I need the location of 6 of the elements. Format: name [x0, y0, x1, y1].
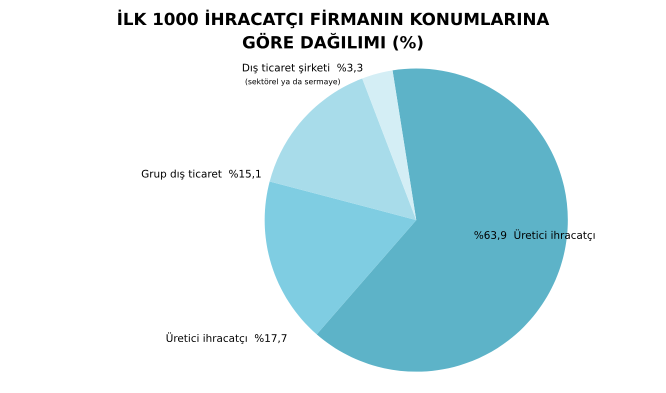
chart-title: İLK 1000 İHRACATÇI FİRMANIN KONUMLARINA GÖRE DAĞILIMI (%): [118, 10, 550, 51]
pie-slice: [362, 70, 416, 220]
slice-label: Üretici ihracatçı %17,7: [166, 332, 287, 344]
slice-label: Grup dış ticaret %15,1: [142, 170, 261, 180]
pie-slice: [264, 181, 416, 334]
slice-label: Dış ticaret şirketi %3,3: [242, 63, 362, 74]
